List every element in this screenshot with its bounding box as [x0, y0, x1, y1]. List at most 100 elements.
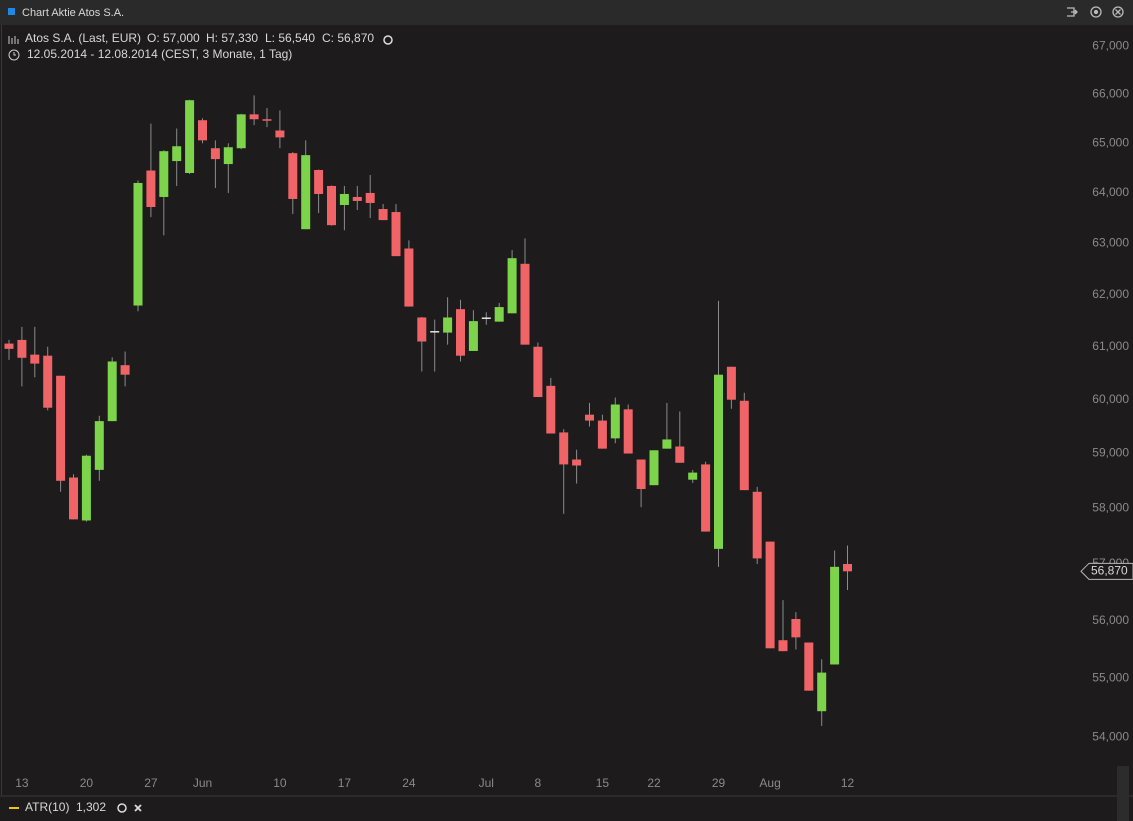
candle-body	[81, 455, 91, 521]
candle-body	[507, 258, 517, 314]
candle-body	[520, 263, 530, 345]
candle-body	[701, 464, 711, 532]
x-tick-label: Aug	[759, 776, 780, 790]
candle-body	[572, 459, 582, 466]
candle-body	[249, 114, 259, 120]
x-tick-label: 20	[80, 776, 94, 790]
x-tick-label: 8	[535, 776, 542, 790]
indicator-options[interactable]	[117, 803, 127, 813]
candle-body	[559, 432, 569, 465]
candle-body	[404, 248, 414, 307]
settings-button[interactable]	[1090, 6, 1102, 18]
series-name: Atos S.A. (Last, EUR)	[25, 31, 141, 45]
y-tick-label: 64,000	[1092, 185, 1129, 199]
window-buttons[interactable]	[1067, 6, 1124, 18]
candle-body	[804, 642, 814, 691]
candle-body	[391, 212, 401, 257]
candle-body	[610, 404, 620, 439]
candle-body	[649, 450, 659, 486]
x-tick-label: 27	[144, 776, 158, 790]
candle-body	[210, 148, 220, 160]
candle-body	[739, 400, 749, 491]
candle-body	[752, 491, 762, 559]
y-tick-label: 63,000	[1092, 236, 1129, 250]
candle-body	[714, 374, 723, 549]
y-tick-label: 56,000	[1092, 613, 1129, 627]
scrollbar[interactable]	[1117, 766, 1129, 821]
ohlc-label: O: 57,000	[147, 31, 200, 45]
y-tick-label: 66,000	[1092, 87, 1129, 101]
x-tick-label: 12	[841, 776, 855, 790]
ohlc-label: C: 56,870	[322, 31, 374, 45]
candle-body	[17, 339, 27, 358]
candle-body	[198, 120, 207, 141]
candle-body	[301, 155, 311, 230]
x-tick-label: 17	[338, 776, 352, 790]
series-icon	[8, 36, 19, 44]
y-tick-label: 54,000	[1092, 729, 1129, 743]
y-tick-label: 62,000	[1092, 287, 1129, 301]
candle-body	[327, 185, 336, 226]
candle-body	[159, 151, 169, 197]
candle-body	[533, 346, 543, 398]
close-button[interactable]	[1112, 6, 1124, 18]
candle-body	[688, 472, 698, 480]
export-button[interactable]	[1067, 7, 1078, 17]
x-tick-label: 13	[15, 776, 29, 790]
candle-body	[443, 317, 453, 333]
candle-body	[69, 477, 78, 520]
candle-body	[4, 343, 14, 349]
candle-body	[430, 331, 440, 333]
y-tick-label: 61,000	[1092, 339, 1129, 353]
x-tick-label: 10	[273, 776, 287, 790]
candle-body	[675, 446, 685, 463]
candle-body	[314, 170, 324, 194]
clock-icon	[8, 49, 20, 61]
candle-body	[339, 193, 349, 205]
candle-body	[30, 354, 40, 364]
candle-body	[662, 439, 672, 449]
candle-body	[146, 170, 156, 208]
indicator-remove[interactable]	[134, 804, 142, 812]
candle-body	[456, 309, 465, 356]
y-tick-label: 65,000	[1092, 135, 1129, 149]
candle-body	[817, 672, 827, 712]
candle-body	[636, 459, 646, 490]
candle-body	[546, 385, 556, 434]
candle-body	[275, 130, 285, 138]
window-title: Chart Aktie Atos S.A.	[22, 7, 124, 19]
candle-body	[172, 146, 182, 162]
candle-body	[481, 317, 491, 319]
candle-body	[262, 119, 272, 121]
candle-body	[223, 147, 233, 165]
last-price-tag	[1080, 562, 1133, 580]
candle-body	[365, 192, 375, 203]
candle-body	[597, 420, 607, 449]
candle-body	[120, 365, 130, 375]
indicator-name: ATR(10)	[25, 800, 69, 814]
x-tick-label: 24	[402, 776, 416, 790]
candle-body	[494, 307, 504, 322]
y-tick-label: 60,000	[1092, 392, 1129, 406]
candle-body	[843, 564, 852, 572]
y-tick-label: 55,000	[1092, 671, 1129, 685]
candle-body	[726, 366, 736, 400]
x-tick-label: 29	[712, 776, 726, 790]
candle-body	[623, 409, 633, 454]
window-icon	[8, 8, 15, 15]
candle-body	[107, 361, 117, 422]
candle-body	[94, 421, 104, 470]
candle-body	[791, 618, 801, 638]
candle-body	[468, 321, 478, 351]
candle-body	[56, 375, 66, 481]
title-bar	[0, 0, 1133, 25]
x-tick-label: Jul	[479, 776, 494, 790]
period: 12.05.2014 - 12.08.2014 (CEST, 3 Monate,…	[27, 47, 292, 61]
last-price-label: 56,870	[1091, 563, 1128, 577]
series-options[interactable]	[383, 35, 393, 45]
clock-hands	[13, 52, 16, 56]
candle-body	[185, 100, 195, 174]
y-tick-label: 67,000	[1092, 38, 1129, 52]
